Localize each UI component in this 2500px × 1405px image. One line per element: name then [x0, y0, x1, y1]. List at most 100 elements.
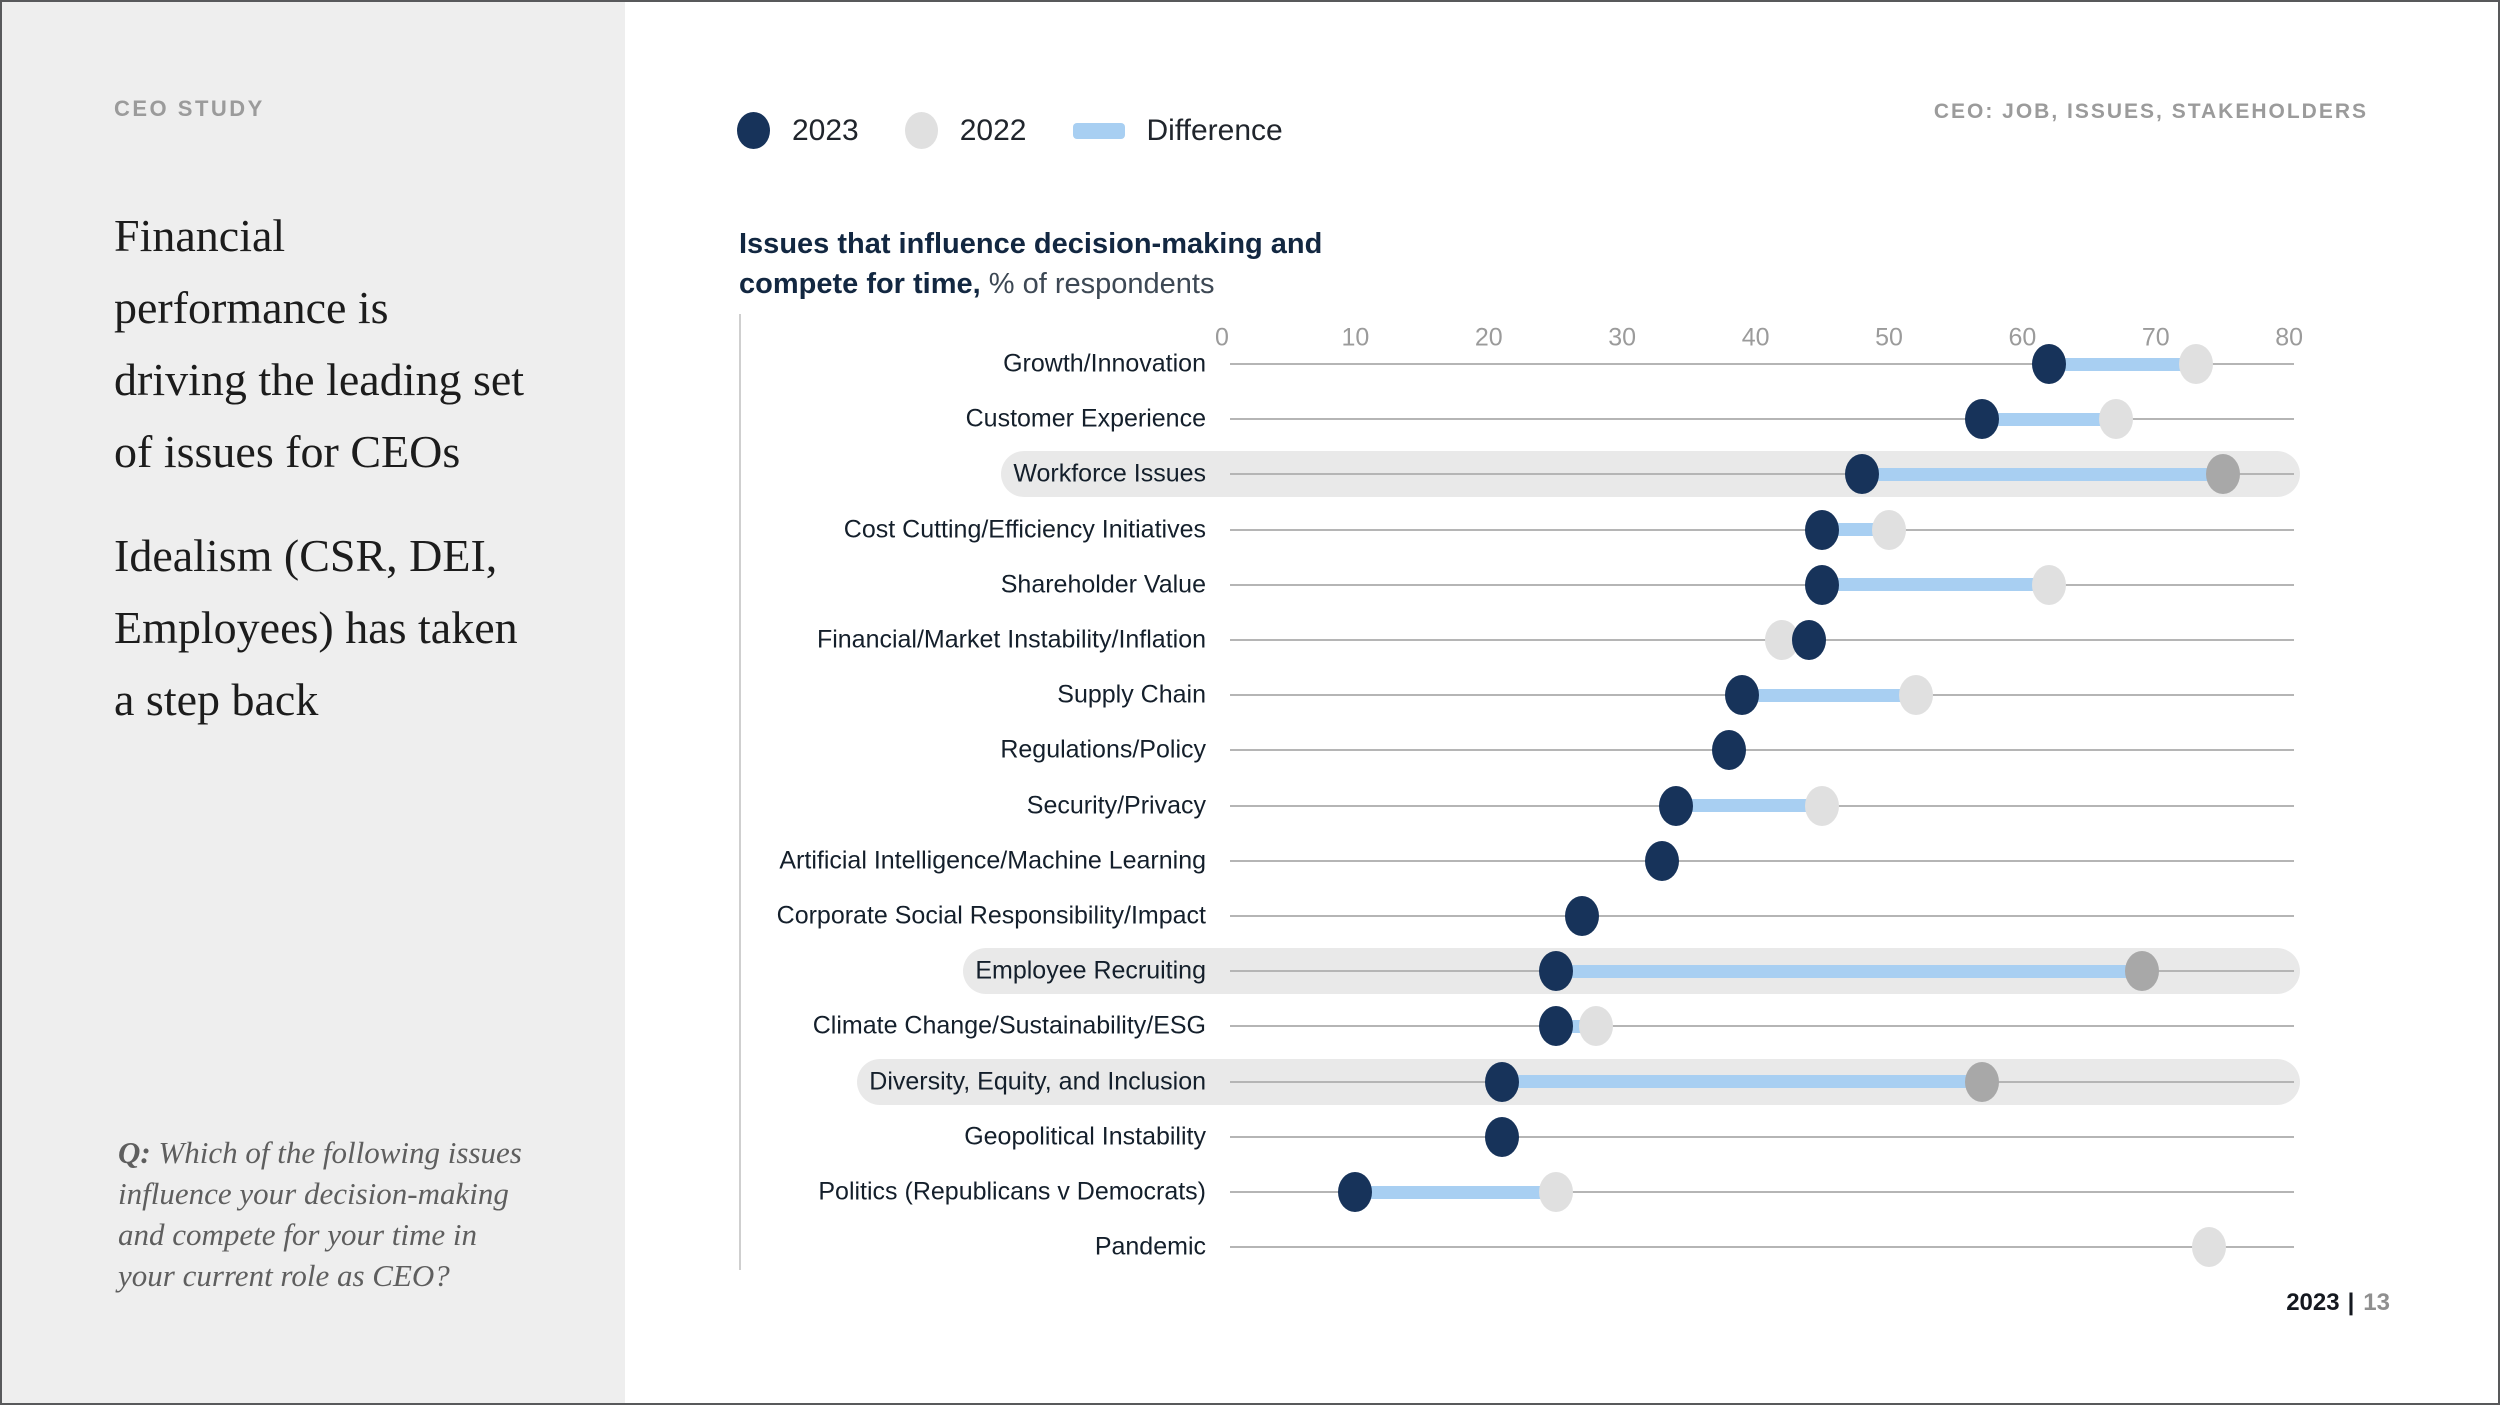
report-eyebrow: CEO STUDY [114, 96, 265, 121]
headline-line: performance is [114, 282, 389, 333]
question-line: Q: Which of the following issues [118, 1135, 522, 1170]
row-label: Growth/Innovation [1003, 349, 1206, 378]
row-gridline [1230, 1246, 2294, 1249]
row-gridline [1230, 915, 2294, 917]
chart-title-line1: Issues that influence decision-making an… [739, 228, 1323, 260]
legend-label: 2023 [792, 113, 859, 147]
dot-2023 [1965, 399, 2000, 440]
row-label: Financial/Market Instability/Inflation [816, 625, 1206, 654]
chart-title-line2: compete for time, % of respondents [739, 264, 1322, 304]
legend-item-2022: 2022 [904, 112, 1027, 149]
headline: Financial performance is driving the lea… [114, 200, 524, 736]
headline-line: Financial [114, 210, 286, 261]
row-gridline [1230, 583, 2294, 586]
survey-question: Q: Which of the following issues influen… [118, 1132, 522, 1296]
row-gridline [1230, 1025, 2294, 1028]
difference-bar [1862, 467, 2223, 481]
row-label: Diversity, Equity, and Inclusion [869, 1067, 1206, 1096]
dot-2022 [1872, 509, 1906, 550]
dot-2022 [2205, 454, 2240, 495]
question-prefix: Q: [118, 1135, 151, 1170]
row-gridline [1230, 473, 2294, 476]
row-gridline [1230, 1191, 2294, 1193]
dot-2023 [1805, 564, 1840, 605]
footer-year: 2023 [2286, 1289, 2340, 1316]
footer-separator: | [2347, 1289, 2355, 1316]
dot-2023 [1485, 1116, 1520, 1157]
dot-2022 [1805, 785, 1840, 826]
page-number: 13 [2363, 1289, 2390, 1316]
row-label: Artificial Intelligence/Machine Learning [779, 846, 1206, 875]
chart-title: Issues that influence decision-making an… [739, 224, 1322, 304]
page-footer: 2023 | 13 [2286, 1289, 2390, 1317]
row-gridline [1230, 859, 2294, 862]
axis-tick-label: 60 [2008, 323, 2037, 352]
dot-2022 [1898, 675, 1933, 716]
row-label: Security/Privacy [1026, 791, 1206, 820]
dot-2023 [1845, 454, 1880, 495]
axis-tick-label: 50 [1875, 323, 1903, 352]
dot-2023 [1791, 620, 1826, 660]
dot-2023 [1538, 951, 1573, 992]
dot-2022 [2098, 399, 2133, 440]
gray-dot-icon [904, 112, 938, 149]
headline-line: Employees) has taken [114, 602, 518, 653]
row-label: Supply Chain [1057, 680, 1206, 709]
dot-2023 [1805, 509, 1840, 550]
dot-2023 [1725, 675, 1760, 716]
left-panel: CEO STUDY Financial performance is drivi… [2, 2, 625, 1403]
dot-2022 [1578, 1006, 1613, 1047]
dot-2023 [1485, 1061, 1520, 1102]
axis-tick-label: 30 [1608, 323, 1637, 352]
row-label: Cost Cutting/Efficiency Initiatives [843, 515, 1206, 544]
axis-tick-label: 20 [1474, 323, 1503, 352]
row-gridline [1230, 418, 2294, 421]
row-label: Shareholder Value [1000, 570, 1206, 599]
dot-2022 [2032, 564, 2067, 605]
dot-2023 [1711, 730, 1746, 771]
headline-line: Idealism (CSR, DEI, [114, 530, 498, 581]
question-line: influence your decision-making [118, 1176, 509, 1211]
legend-label: 2022 [959, 113, 1027, 147]
axis-tick-label: 0 [1215, 323, 1229, 352]
difference-bar [1675, 799, 1823, 813]
headline-line: of issues for CEOs [114, 426, 461, 477]
dot-2022 [2178, 344, 2213, 384]
difference-bar [1555, 964, 2143, 978]
dot-2023 [1565, 896, 1600, 936]
axis-tick-label: 70 [2141, 323, 2170, 352]
row-label: Politics (Republicans v Democrats) [818, 1177, 1206, 1206]
difference-bar [2049, 357, 2196, 371]
dot-2022 [1965, 1061, 2000, 1102]
chart-legend: 2023 2022 Difference [737, 112, 1329, 149]
headline-line: driving the leading set [114, 354, 525, 405]
row-gridline [1230, 363, 2294, 365]
dot-2023 [1338, 1172, 1373, 1212]
row-label: Regulations/Policy [1000, 735, 1206, 764]
legend-item-difference: Difference [1072, 113, 1283, 148]
legend-item-2023: 2023 [737, 112, 859, 149]
row-gridline [1230, 528, 2294, 531]
legend-label: Difference [1146, 113, 1283, 147]
dot-2022 [1538, 1172, 1573, 1212]
row-gridline [1230, 1135, 2294, 1138]
dot-2023 [1538, 1006, 1573, 1047]
row-gridline [1230, 639, 2294, 641]
difference-bar [1502, 1075, 1983, 1089]
question-line: and compete for your time in [118, 1217, 478, 1252]
row-label: Geopolitical Instability [964, 1122, 1206, 1151]
axis-tick-label: 10 [1341, 323, 1370, 352]
difference-bar [1822, 578, 2050, 592]
row-label: Corporate Social Responsibility/Impact [776, 901, 1206, 930]
row-label: Customer Experience [965, 404, 1206, 433]
row-label: Pandemic [1094, 1232, 1206, 1261]
row-gridline [1230, 749, 2294, 752]
y-axis-line [739, 314, 741, 1270]
dot-2022 [2125, 951, 2160, 992]
chart-subtitle: % of respondents [980, 268, 1215, 300]
dot-2023 [1658, 785, 1693, 826]
dot-2023 [2032, 344, 2067, 384]
difference-bar [1355, 1185, 1556, 1199]
